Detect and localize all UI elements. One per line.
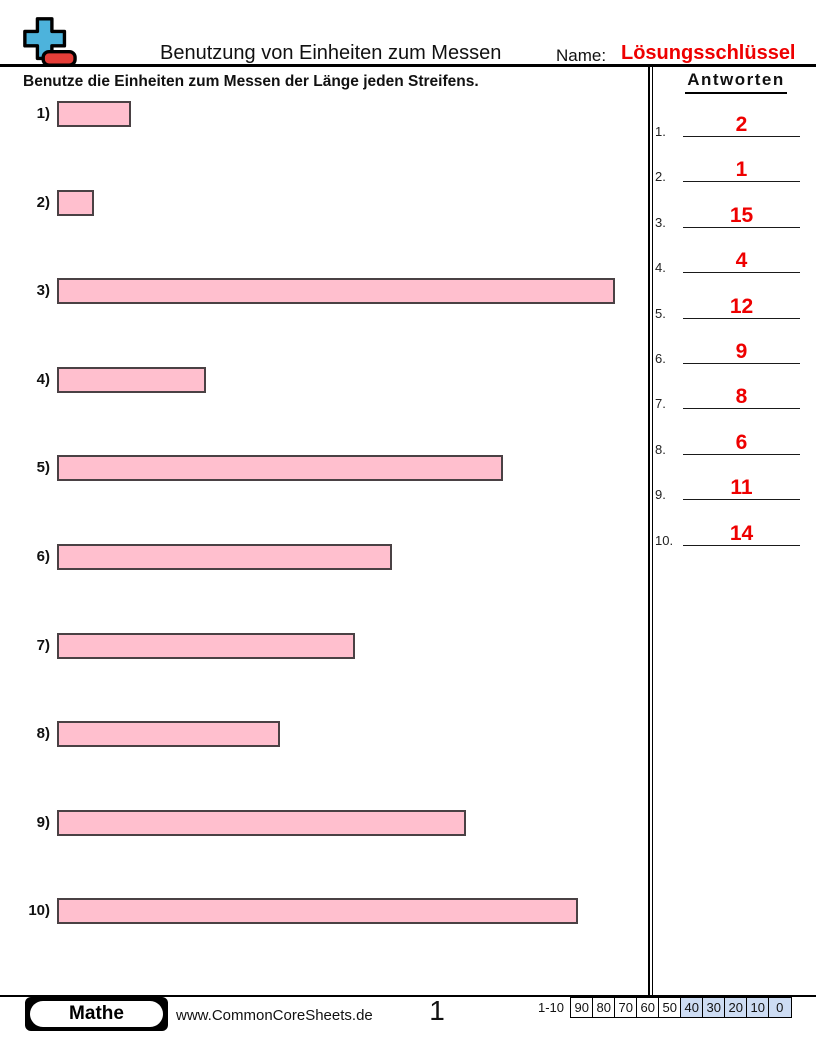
answer-row: 5. 12 bbox=[655, 290, 800, 322]
score-cell: 40 bbox=[680, 997, 704, 1018]
answer-blank-line bbox=[683, 408, 800, 409]
answer-key-label: Lösungsschlüssel bbox=[621, 42, 796, 64]
website-url: www.CommonCoreSheets.de bbox=[176, 1007, 373, 1024]
answer-row: 1. 2 bbox=[655, 108, 800, 140]
instruction-text: Benutze die Einheiten zum Messen der Län… bbox=[23, 73, 479, 90]
measure-strip bbox=[57, 898, 578, 924]
subject-badge-oval: Mathe bbox=[30, 1001, 163, 1027]
score-cell: 60 bbox=[636, 997, 660, 1018]
answer-value: 2 bbox=[735, 113, 748, 136]
score-table: 90 80 70 60 50 40 30 20 10 0 bbox=[570, 997, 792, 1018]
score-cell: 50 bbox=[658, 997, 682, 1018]
subject-label: Mathe bbox=[69, 1003, 124, 1024]
question-label: 6) bbox=[36, 548, 50, 565]
answer-index: 10. bbox=[655, 533, 674, 548]
answer-index: 1. bbox=[655, 124, 666, 139]
score-cell: 30 bbox=[702, 997, 726, 1018]
answer-index: 7. bbox=[655, 396, 666, 411]
answer-blank-line bbox=[683, 318, 800, 319]
answer-row: 7. 8 bbox=[655, 380, 800, 412]
answer-value: 4 bbox=[735, 249, 748, 272]
question-label: 9) bbox=[36, 814, 50, 831]
plus-ruler-logo-icon bbox=[23, 17, 77, 67]
score-cell: 0 bbox=[768, 997, 792, 1018]
answer-blank-line bbox=[683, 181, 800, 182]
answer-row: 9. 11 bbox=[655, 471, 800, 503]
page-title: Benutzung von Einheiten zum Messen bbox=[160, 42, 502, 64]
measure-strip bbox=[57, 190, 94, 216]
answer-blank-line bbox=[683, 272, 800, 273]
question-label: 10) bbox=[28, 902, 50, 919]
answer-index: 9. bbox=[655, 487, 666, 502]
answer-blank-line bbox=[683, 363, 800, 364]
question-label: 2) bbox=[36, 194, 50, 211]
name-label: Name: bbox=[556, 46, 607, 65]
question-label: 7) bbox=[36, 637, 50, 654]
answer-blank-line bbox=[683, 499, 800, 500]
answer-value: 1 bbox=[735, 158, 748, 181]
measure-strip bbox=[57, 721, 280, 747]
measure-strip bbox=[57, 455, 503, 481]
question-label: 8) bbox=[36, 725, 50, 742]
measure-strip bbox=[57, 278, 615, 304]
question-label: 5) bbox=[36, 459, 50, 476]
answer-index: 6. bbox=[655, 351, 666, 366]
score-cell: 20 bbox=[724, 997, 748, 1018]
answers-title-text: Antworten bbox=[685, 70, 787, 94]
answers-divider-thin bbox=[652, 67, 653, 995]
subject-badge: Mathe bbox=[25, 997, 168, 1031]
question-label: 1) bbox=[36, 105, 50, 122]
measure-strip bbox=[57, 544, 392, 570]
question-label: 4) bbox=[36, 371, 50, 388]
header-divider bbox=[0, 64, 816, 67]
answer-index: 2. bbox=[655, 169, 666, 184]
measure-strip bbox=[57, 367, 206, 393]
footer-divider bbox=[0, 995, 816, 997]
measure-strip bbox=[57, 810, 466, 836]
score-cell: 70 bbox=[614, 997, 638, 1018]
answer-blank-line bbox=[683, 227, 800, 228]
score-cell: 80 bbox=[592, 997, 616, 1018]
answer-value: 12 bbox=[729, 295, 754, 318]
answer-value: 6 bbox=[735, 431, 748, 454]
answer-index: 4. bbox=[655, 260, 666, 275]
score-cell: 90 bbox=[570, 997, 594, 1018]
answer-blank-line bbox=[683, 136, 800, 137]
answer-row: 2. 1 bbox=[655, 153, 800, 185]
page-number: 1 bbox=[429, 995, 445, 1026]
answer-row: 4. 4 bbox=[655, 244, 800, 276]
answer-row: 6. 9 bbox=[655, 335, 800, 367]
score-range-label: 1-10 bbox=[537, 1000, 564, 1015]
answer-index: 8. bbox=[655, 442, 666, 457]
answer-index: 3. bbox=[655, 215, 666, 230]
answers-title: Antworten bbox=[656, 70, 816, 94]
answer-row: 3. 15 bbox=[655, 199, 800, 231]
answers-divider-thick bbox=[648, 67, 650, 995]
answer-value: 14 bbox=[729, 522, 754, 545]
measure-strip bbox=[57, 101, 131, 127]
question-label: 3) bbox=[36, 282, 50, 299]
measure-strip bbox=[57, 633, 355, 659]
answer-value: 11 bbox=[730, 476, 753, 499]
answer-blank-line bbox=[683, 545, 800, 546]
answer-row: 10. 14 bbox=[655, 517, 800, 549]
answer-index: 5. bbox=[655, 306, 666, 321]
answer-row: 8. 6 bbox=[655, 426, 800, 458]
score-cell: 10 bbox=[746, 997, 770, 1018]
answer-blank-line bbox=[683, 454, 800, 455]
answer-value: 8 bbox=[735, 385, 748, 408]
answer-value: 15 bbox=[729, 204, 754, 227]
answer-value: 9 bbox=[735, 340, 748, 363]
